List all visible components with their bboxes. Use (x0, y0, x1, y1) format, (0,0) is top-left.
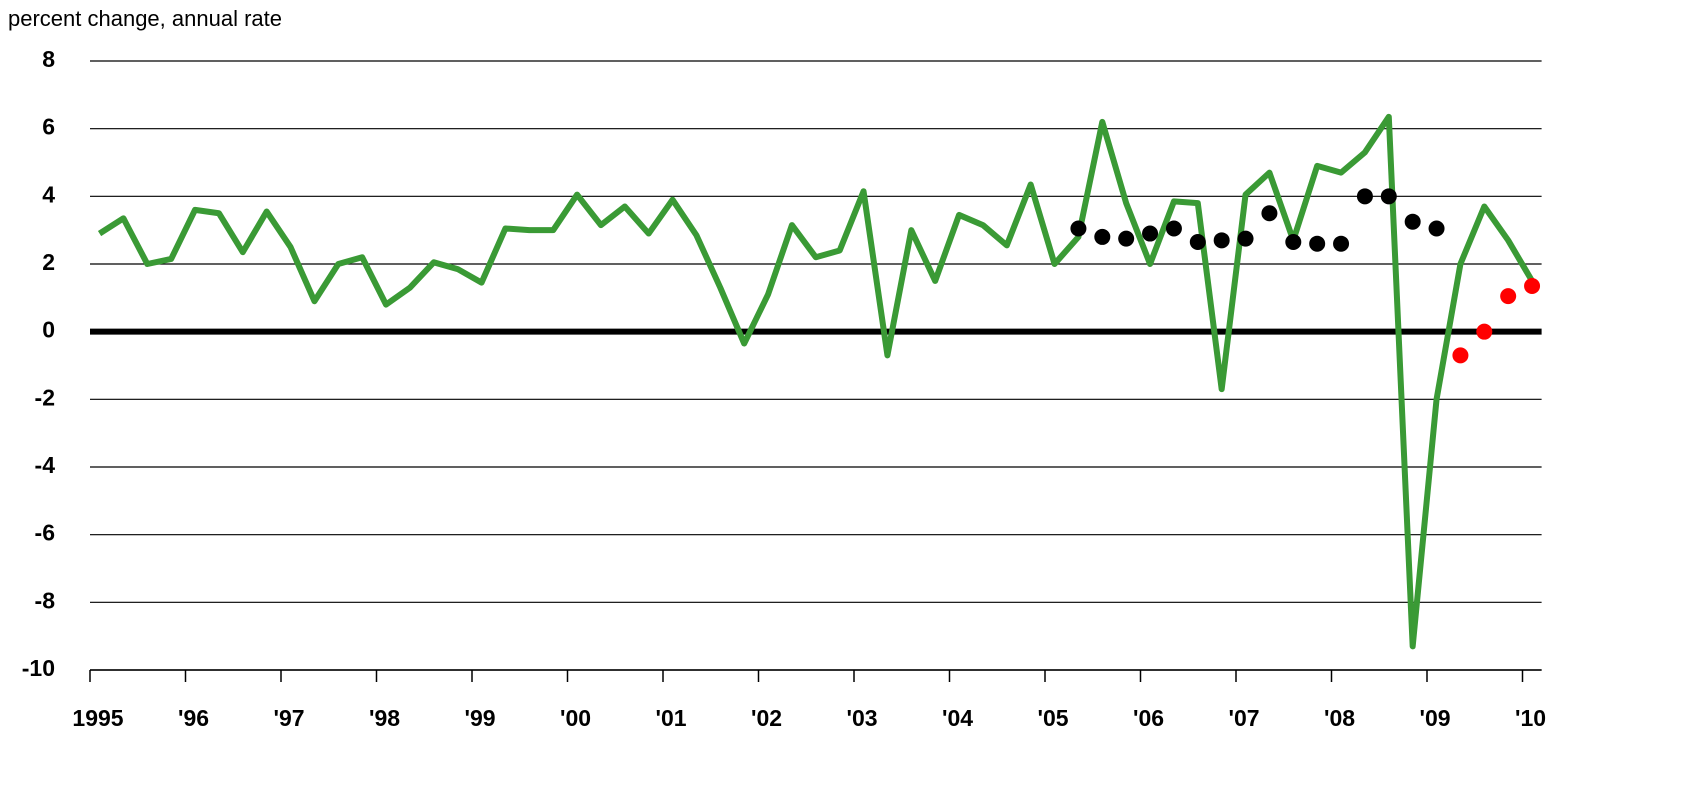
y-tick-label: 4 (42, 181, 55, 207)
x-tick-label: '96 (178, 705, 209, 731)
x-tick-label: '10 (1515, 705, 1546, 731)
data-point (1404, 213, 1421, 230)
y-tick-label: -4 (35, 452, 56, 478)
data-point (1261, 205, 1278, 222)
data-point (1189, 234, 1206, 251)
x-tick-label: '06 (1133, 705, 1164, 731)
data-point (1237, 230, 1254, 247)
y-tick-label: 0 (42, 317, 55, 343)
data-point (1333, 235, 1350, 252)
data-point (1524, 277, 1541, 294)
data-point (1428, 220, 1445, 237)
data-point (1476, 323, 1493, 340)
x-tick-label: '01 (655, 705, 686, 731)
x-tick-label: '00 (560, 705, 591, 731)
x-tick-label: '07 (1228, 705, 1259, 731)
y-tick-label: -2 (35, 384, 55, 410)
x-tick-label: '04 (942, 705, 973, 731)
data-point (1452, 347, 1469, 364)
data-point (1380, 188, 1397, 205)
y-tick-label: -10 (22, 655, 55, 681)
x-tick-label: '03 (846, 705, 877, 731)
data-point (1142, 225, 1159, 242)
y-tick-label: -6 (35, 520, 55, 546)
x-tick-label: '97 (273, 705, 304, 731)
data-point (1356, 188, 1373, 205)
x-tick-label: '05 (1037, 705, 1068, 731)
data-point (1500, 288, 1517, 305)
data-point (1070, 220, 1087, 237)
chart-title: percent change, annual rate (8, 6, 282, 31)
data-point (1118, 230, 1135, 247)
x-tick-label: '08 (1324, 705, 1355, 731)
x-tick-label: '99 (464, 705, 495, 731)
x-tick-label: '02 (751, 705, 782, 731)
data-point (1165, 220, 1182, 237)
x-tick-label: '98 (369, 705, 400, 731)
y-tick-label: 2 (42, 249, 55, 275)
x-tick-label: '09 (1419, 705, 1450, 731)
y-tick-label: 8 (42, 46, 55, 72)
data-point (1213, 232, 1230, 249)
y-tick-label: -8 (35, 587, 56, 613)
y-tick-label: 6 (42, 114, 55, 140)
data-point (1309, 235, 1326, 252)
x-tick-label: 1995 (72, 705, 123, 731)
data-point (1285, 234, 1302, 251)
data-point (1094, 228, 1111, 245)
